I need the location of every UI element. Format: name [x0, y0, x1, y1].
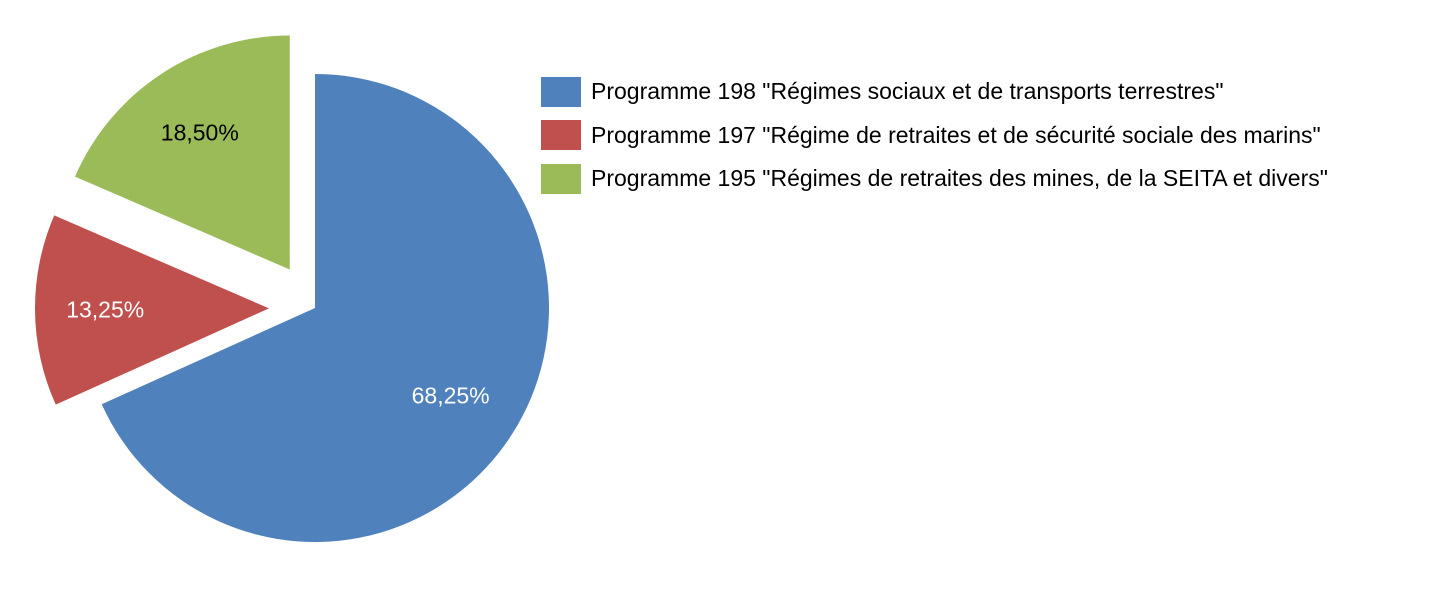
pie-slice-1: [35, 215, 270, 405]
data-label-1: 13,25%: [66, 297, 144, 323]
legend-item-programme-198: Programme 198 "Régimes sociaux et de tra…: [541, 70, 1328, 114]
data-label-2: 18,50%: [161, 120, 239, 146]
legend-label: Programme 198 "Régimes sociaux et de tra…: [591, 78, 1224, 105]
legend-item-programme-197: Programme 197 "Régime de retraites et de…: [541, 114, 1328, 158]
legend-swatch: [541, 120, 581, 151]
legend: Programme 198 "Régimes sociaux et de tra…: [541, 70, 1328, 201]
legend-label: Programme 195 "Régimes de retraites des …: [591, 165, 1328, 192]
legend-swatch: [541, 76, 581, 107]
data-label-0: 68,25%: [412, 383, 490, 409]
legend-swatch: [541, 163, 581, 194]
pie-slice-2: [74, 35, 290, 270]
legend-label: Programme 197 "Régime de retraites et de…: [591, 121, 1321, 148]
legend-item-programme-195: Programme 195 "Régimes de retraites des …: [541, 157, 1328, 201]
pie-slice-0: [101, 74, 550, 542]
